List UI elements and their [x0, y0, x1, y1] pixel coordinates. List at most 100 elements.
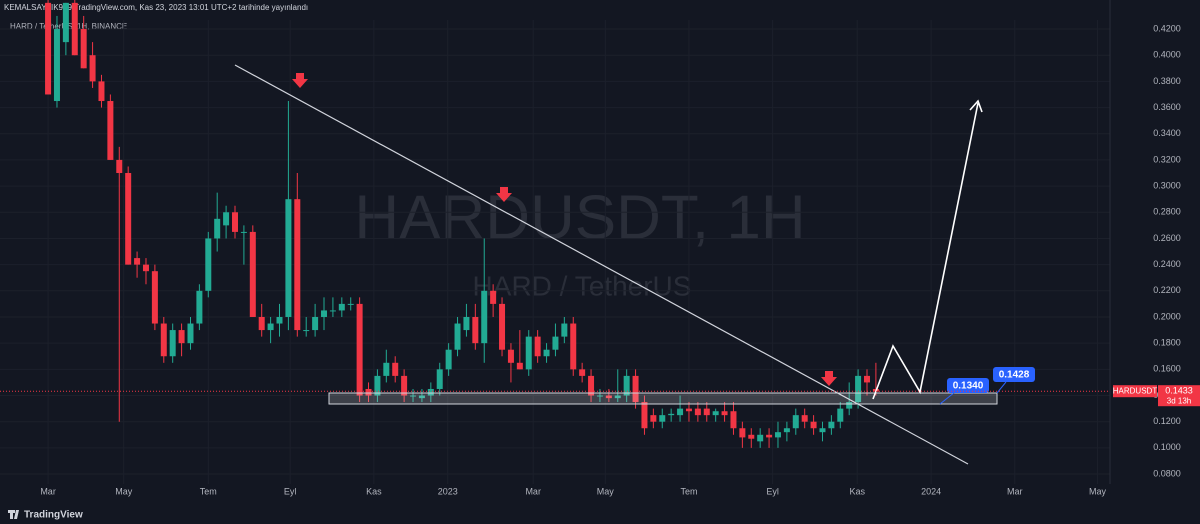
footer — [0, 506, 1200, 524]
candle-body — [374, 375, 381, 396]
candle-body — [187, 323, 194, 344]
candle-body — [677, 408, 684, 416]
candle-body — [721, 411, 728, 416]
y-tick-label: 0.1000 — [1153, 442, 1181, 452]
candle-body — [321, 310, 328, 317]
y-tick-label: 0.2400 — [1153, 259, 1181, 269]
candle-body — [605, 395, 612, 399]
candle-body — [356, 303, 363, 396]
candle-body — [766, 434, 773, 438]
y-tick-label: 0.3000 — [1153, 180, 1181, 190]
candle-body — [516, 362, 523, 370]
candle-body — [205, 238, 212, 291]
candle-body — [525, 336, 532, 370]
candles — [45, 0, 879, 448]
candle-body — [579, 369, 586, 376]
x-tick-label: Eyl — [766, 486, 779, 496]
candle-body — [801, 415, 808, 422]
callout-leader — [939, 391, 956, 405]
price-tag — [1158, 385, 1200, 407]
candle-body — [837, 408, 844, 422]
y-tick-label: 0.1600 — [1153, 364, 1181, 374]
candle-body — [267, 323, 274, 331]
candle-body — [89, 55, 96, 82]
y-tick-label: 0.2200 — [1153, 285, 1181, 295]
candle-body — [534, 336, 541, 357]
candle-body — [792, 415, 799, 429]
candle-body — [668, 413, 675, 416]
x-tick-label: May — [1089, 486, 1107, 496]
x-tick-label: Tem — [680, 486, 697, 496]
price-tag-text: 0.1433 — [1165, 386, 1193, 396]
candle-body — [223, 212, 230, 226]
candle-body — [329, 310, 336, 312]
candle-body — [694, 408, 701, 416]
logo — [8, 510, 19, 519]
candle-body — [757, 434, 764, 442]
down-arrow — [292, 73, 308, 88]
countdown: 3d 13h — [1167, 396, 1191, 405]
candle-body — [472, 316, 479, 344]
x-tick-label: May — [115, 486, 133, 496]
x-tick-label: Kas — [849, 486, 865, 496]
candle-body — [80, 29, 87, 69]
candle-body — [855, 375, 862, 403]
symbol-tag-text: HARDUSDT — [1113, 386, 1158, 395]
candle-body — [312, 316, 319, 331]
candle-body — [614, 395, 621, 399]
x-tick-label: Tem — [200, 486, 217, 496]
candle-body — [445, 349, 452, 370]
y-tick-label: 0.2000 — [1153, 311, 1181, 321]
candle-body — [151, 271, 158, 324]
y-tick-label: 0.3600 — [1153, 102, 1181, 112]
candle-body — [338, 303, 345, 311]
candle-body — [160, 323, 167, 357]
candle-body — [659, 415, 666, 422]
y-tick-label: 0.3200 — [1153, 154, 1181, 164]
candle-body — [703, 408, 710, 416]
candle-body — [427, 388, 434, 396]
candle-body — [178, 330, 185, 344]
candle-body — [365, 388, 372, 396]
brand: TradingView — [24, 510, 83, 521]
callout-text: 0.1340 — [953, 381, 984, 392]
candle-body — [623, 375, 630, 396]
y-tick-label: 0.4000 — [1153, 50, 1181, 60]
candle-body — [383, 362, 390, 376]
candle-body — [650, 415, 657, 422]
publisher: KEMALSAYLIK979 TradingView.com, Kas 23, … — [4, 3, 308, 12]
candle-body — [71, 2, 78, 56]
candle-body — [142, 264, 149, 272]
candle-body — [543, 349, 550, 357]
candle-body — [169, 330, 176, 357]
candle-body — [276, 316, 283, 324]
candle-body — [231, 212, 238, 232]
down-arrow — [496, 187, 512, 202]
trend-line — [234, 64, 969, 465]
candle-body — [392, 362, 399, 376]
candle-body — [401, 375, 408, 396]
candle-body — [53, 29, 60, 102]
candle-body — [499, 303, 506, 350]
x-tick-label: Mar — [1007, 486, 1023, 496]
candle-body — [507, 349, 514, 363]
candle-body — [552, 336, 559, 350]
candle-body — [107, 101, 114, 160]
y-tick-label: 0.0800 — [1153, 468, 1181, 478]
candle-body — [819, 428, 826, 433]
x-tick-label: Kas — [366, 486, 382, 496]
y-tick-label: 0.1800 — [1153, 338, 1181, 348]
candle-body — [685, 408, 692, 412]
callout-leader — [996, 381, 1007, 394]
candle-body — [347, 303, 354, 305]
y-tick-label: 0.3800 — [1153, 76, 1181, 86]
candle-body — [45, 2, 52, 95]
candle-body — [561, 323, 568, 337]
symbol-tag — [1113, 385, 1157, 398]
candle-body — [303, 330, 310, 332]
candle-body — [249, 231, 256, 317]
candle-body — [240, 231, 247, 233]
callout-text: 0.1428 — [999, 370, 1030, 381]
